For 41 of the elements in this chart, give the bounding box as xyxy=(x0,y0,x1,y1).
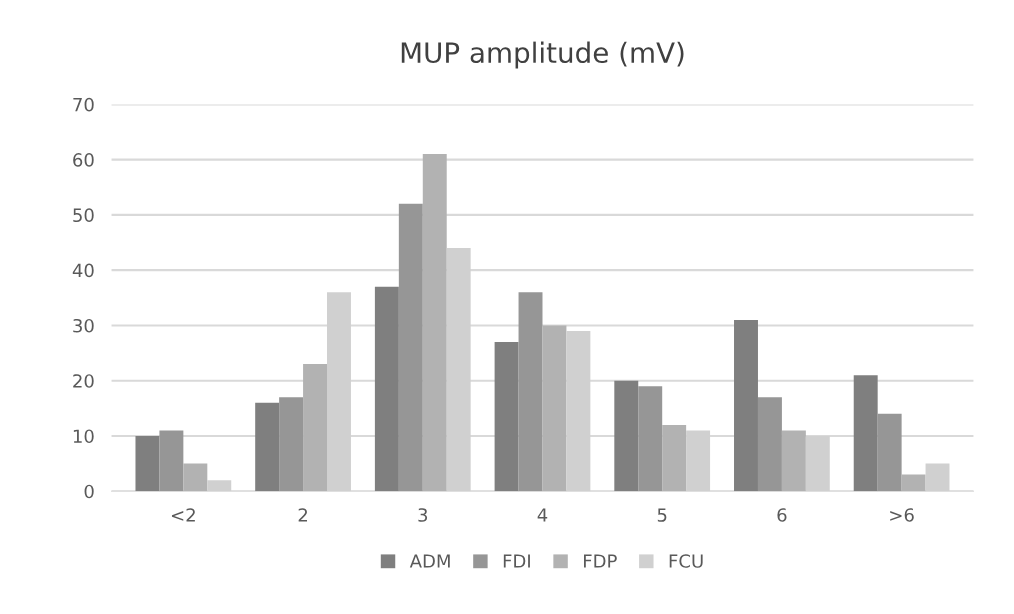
y-tick-label: 10 xyxy=(73,429,94,444)
bar xyxy=(853,375,878,492)
bar xyxy=(734,319,758,492)
bar xyxy=(255,402,280,492)
bar xyxy=(135,435,160,492)
x-tick-label: 6 xyxy=(777,508,787,522)
bar xyxy=(422,154,447,492)
bar xyxy=(757,397,782,492)
bar xyxy=(374,286,399,492)
bar xyxy=(638,386,663,492)
x-tick-label: 4 xyxy=(537,508,548,522)
x-tick-label: 5 xyxy=(657,508,667,522)
bar xyxy=(781,430,806,492)
bar xyxy=(518,292,543,492)
y-tick-label: 40 xyxy=(72,263,94,278)
x-tick-label: 2 xyxy=(298,508,308,522)
bar xyxy=(159,430,184,492)
chart-title: MUP amplitude (mV) xyxy=(401,41,684,69)
bar xyxy=(303,364,328,492)
y-tick-label: 70 xyxy=(73,97,94,112)
legend-label: ADM xyxy=(409,554,450,568)
bar xyxy=(494,342,519,492)
legend-label: FDP xyxy=(584,554,617,568)
bar xyxy=(901,474,926,492)
bar xyxy=(614,380,639,492)
y-tick-label: 0 xyxy=(84,484,94,499)
x-tick-label: 3 xyxy=(418,508,428,522)
bar xyxy=(279,397,304,492)
x-tick-label: <2 xyxy=(171,508,195,522)
y-tick-label: 20 xyxy=(73,374,94,388)
y-tick-label: 50 xyxy=(73,208,94,223)
bar xyxy=(183,463,208,492)
bar xyxy=(398,203,423,492)
legend-label: FDI xyxy=(503,554,530,568)
y-tick-label: 60 xyxy=(73,153,94,167)
legend-label: FCU xyxy=(669,554,703,568)
x-tick-label: >6 xyxy=(890,508,914,522)
bar xyxy=(662,424,687,492)
bar xyxy=(542,325,567,492)
bar xyxy=(877,413,902,492)
y-tick-label: 30 xyxy=(73,318,94,333)
